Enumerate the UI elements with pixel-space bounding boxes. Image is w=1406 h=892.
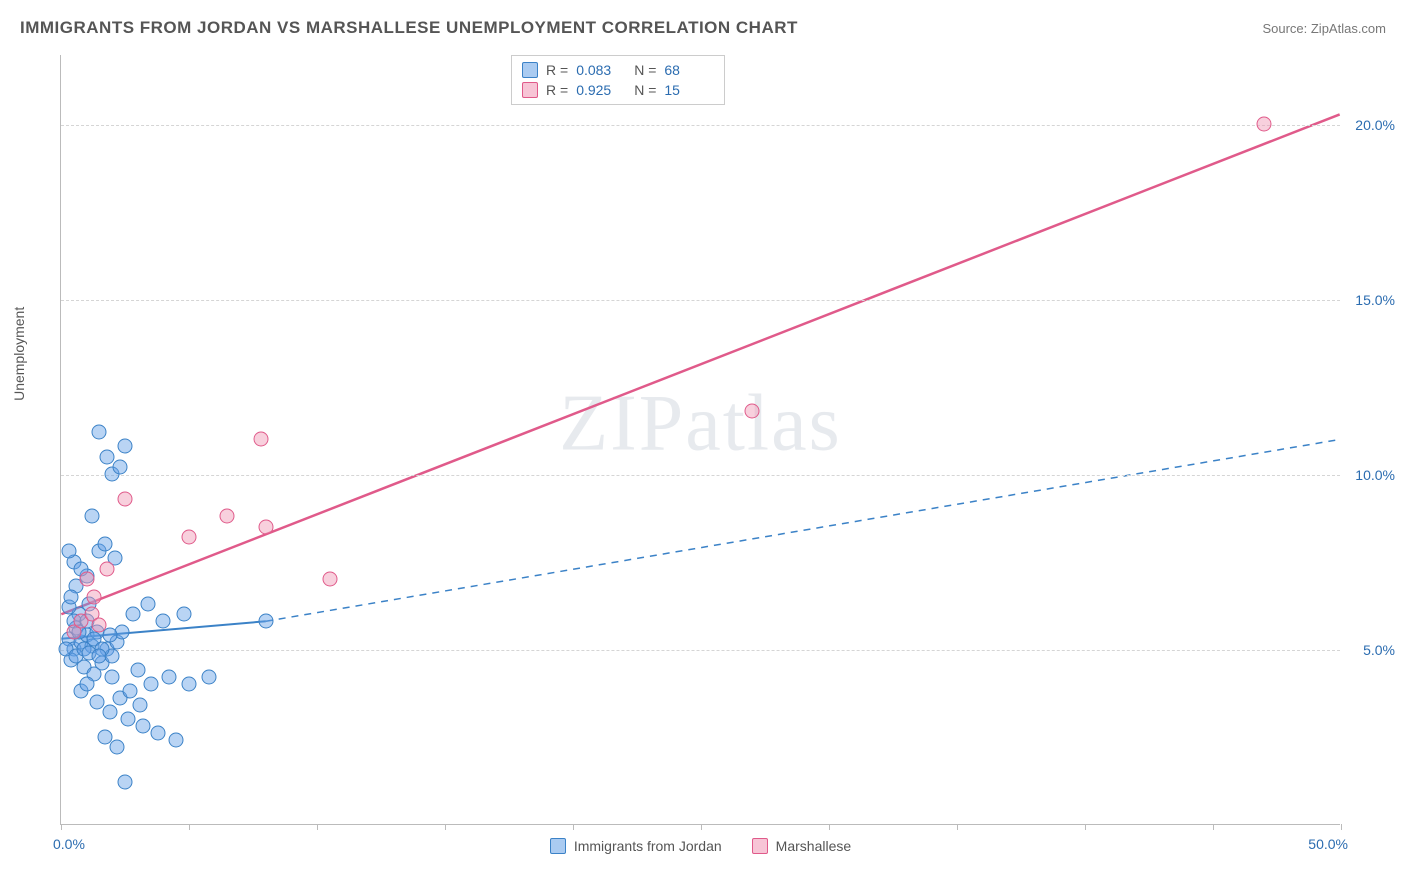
x-tick: [701, 824, 702, 830]
stats-box: R = 0.083 N = 68 R = 0.925 N = 15: [511, 55, 725, 105]
swatch-blue: [550, 838, 566, 854]
scatter-point-blue: [97, 537, 112, 552]
scatter-point-blue: [141, 596, 156, 611]
plot-area: ZIPatlas Unemployment R = 0.083 N = 68 R…: [60, 55, 1340, 825]
chart-title: IMMIGRANTS FROM JORDAN VS MARSHALLESE UN…: [20, 18, 798, 38]
bottom-legend: Immigrants from Jordan Marshallese: [61, 838, 1340, 854]
x-tick: [445, 824, 446, 830]
legend-item-pink: Marshallese: [752, 838, 851, 854]
x-tick: [189, 824, 190, 830]
scatter-point-blue: [161, 670, 176, 685]
n-label: N =: [634, 82, 656, 98]
y-tick-label: 10.0%: [1355, 467, 1395, 483]
scatter-point-pink: [79, 572, 94, 587]
y-axis-label: Unemployment: [11, 306, 27, 400]
legend-label: Marshallese: [776, 838, 851, 854]
r-value: 0.925: [576, 82, 626, 98]
x-tick: [1341, 824, 1342, 830]
scatter-point-blue: [84, 509, 99, 524]
scatter-point-pink: [258, 519, 273, 534]
scatter-point-blue: [125, 607, 140, 622]
scatter-point-pink: [745, 404, 760, 419]
gridline-h: [61, 650, 1340, 651]
scatter-point-blue: [133, 698, 148, 713]
scatter-point-blue: [176, 607, 191, 622]
scatter-point-blue: [118, 439, 133, 454]
x-tick: [317, 824, 318, 830]
gridline-h: [61, 300, 1340, 301]
scatter-point-blue: [202, 670, 217, 685]
scatter-point-blue: [123, 684, 138, 699]
x-tick: [1085, 824, 1086, 830]
watermark-light: atlas: [685, 380, 842, 468]
scatter-point-blue: [110, 740, 125, 755]
scatter-point-blue: [61, 544, 76, 559]
n-value: 15: [664, 82, 714, 98]
scatter-point-blue: [102, 705, 117, 720]
r-value: 0.083: [576, 62, 626, 78]
source-prefix: Source:: [1262, 21, 1310, 36]
scatter-point-pink: [92, 617, 107, 632]
legend-label: Immigrants from Jordan: [574, 838, 722, 854]
y-tick-label: 20.0%: [1355, 117, 1395, 133]
scatter-point-pink: [182, 530, 197, 545]
scatter-point-blue: [182, 677, 197, 692]
scatter-point-blue: [258, 614, 273, 629]
scatter-point-blue: [135, 719, 150, 734]
scatter-point-blue: [79, 677, 94, 692]
scatter-point-blue: [143, 677, 158, 692]
scatter-point-blue: [92, 425, 107, 440]
scatter-point-pink: [87, 589, 102, 604]
scatter-point-blue: [89, 694, 104, 709]
scatter-point-blue: [92, 649, 107, 664]
n-label: N =: [634, 62, 656, 78]
x-tick: [957, 824, 958, 830]
swatch-pink: [752, 838, 768, 854]
scatter-point-blue: [100, 449, 115, 464]
scatter-point-pink: [100, 561, 115, 576]
x-tick: [573, 824, 574, 830]
scatter-point-pink: [118, 491, 133, 506]
watermark-bold: ZIP: [559, 380, 685, 468]
x-tick: [1213, 824, 1214, 830]
scatter-point-blue: [115, 624, 130, 639]
scatter-point-blue: [169, 733, 184, 748]
legend-item-blue: Immigrants from Jordan: [550, 838, 722, 854]
scatter-point-blue: [112, 460, 127, 475]
chart-header: IMMIGRANTS FROM JORDAN VS MARSHALLESE UN…: [20, 18, 1386, 38]
scatter-point-blue: [130, 663, 145, 678]
scatter-point-blue: [64, 589, 79, 604]
watermark: ZIPatlas: [559, 379, 842, 470]
n-value: 68: [664, 62, 714, 78]
gridline-h: [61, 125, 1340, 126]
scatter-point-blue: [118, 775, 133, 790]
scatter-point-blue: [156, 614, 171, 629]
stats-row-blue: R = 0.083 N = 68: [522, 60, 714, 80]
source-attribution: Source: ZipAtlas.com: [1262, 21, 1386, 36]
scatter-point-blue: [120, 712, 135, 727]
x-tick: [61, 824, 62, 830]
r-label: R =: [546, 82, 568, 98]
gridline-h: [61, 475, 1340, 476]
swatch-pink: [522, 82, 538, 98]
y-tick-label: 5.0%: [1363, 642, 1395, 658]
scatter-point-pink: [322, 572, 337, 587]
x-tick: [829, 824, 830, 830]
source-name: ZipAtlas.com: [1311, 21, 1386, 36]
scatter-point-blue: [105, 670, 120, 685]
scatter-point-pink: [220, 509, 235, 524]
scatter-point-pink: [1257, 117, 1272, 132]
scatter-point-pink: [253, 432, 268, 447]
swatch-blue: [522, 62, 538, 78]
stats-row-pink: R = 0.925 N = 15: [522, 80, 714, 100]
scatter-point-blue: [151, 726, 166, 741]
r-label: R =: [546, 62, 568, 78]
scatter-point-blue: [97, 729, 112, 744]
y-tick-label: 15.0%: [1355, 292, 1395, 308]
